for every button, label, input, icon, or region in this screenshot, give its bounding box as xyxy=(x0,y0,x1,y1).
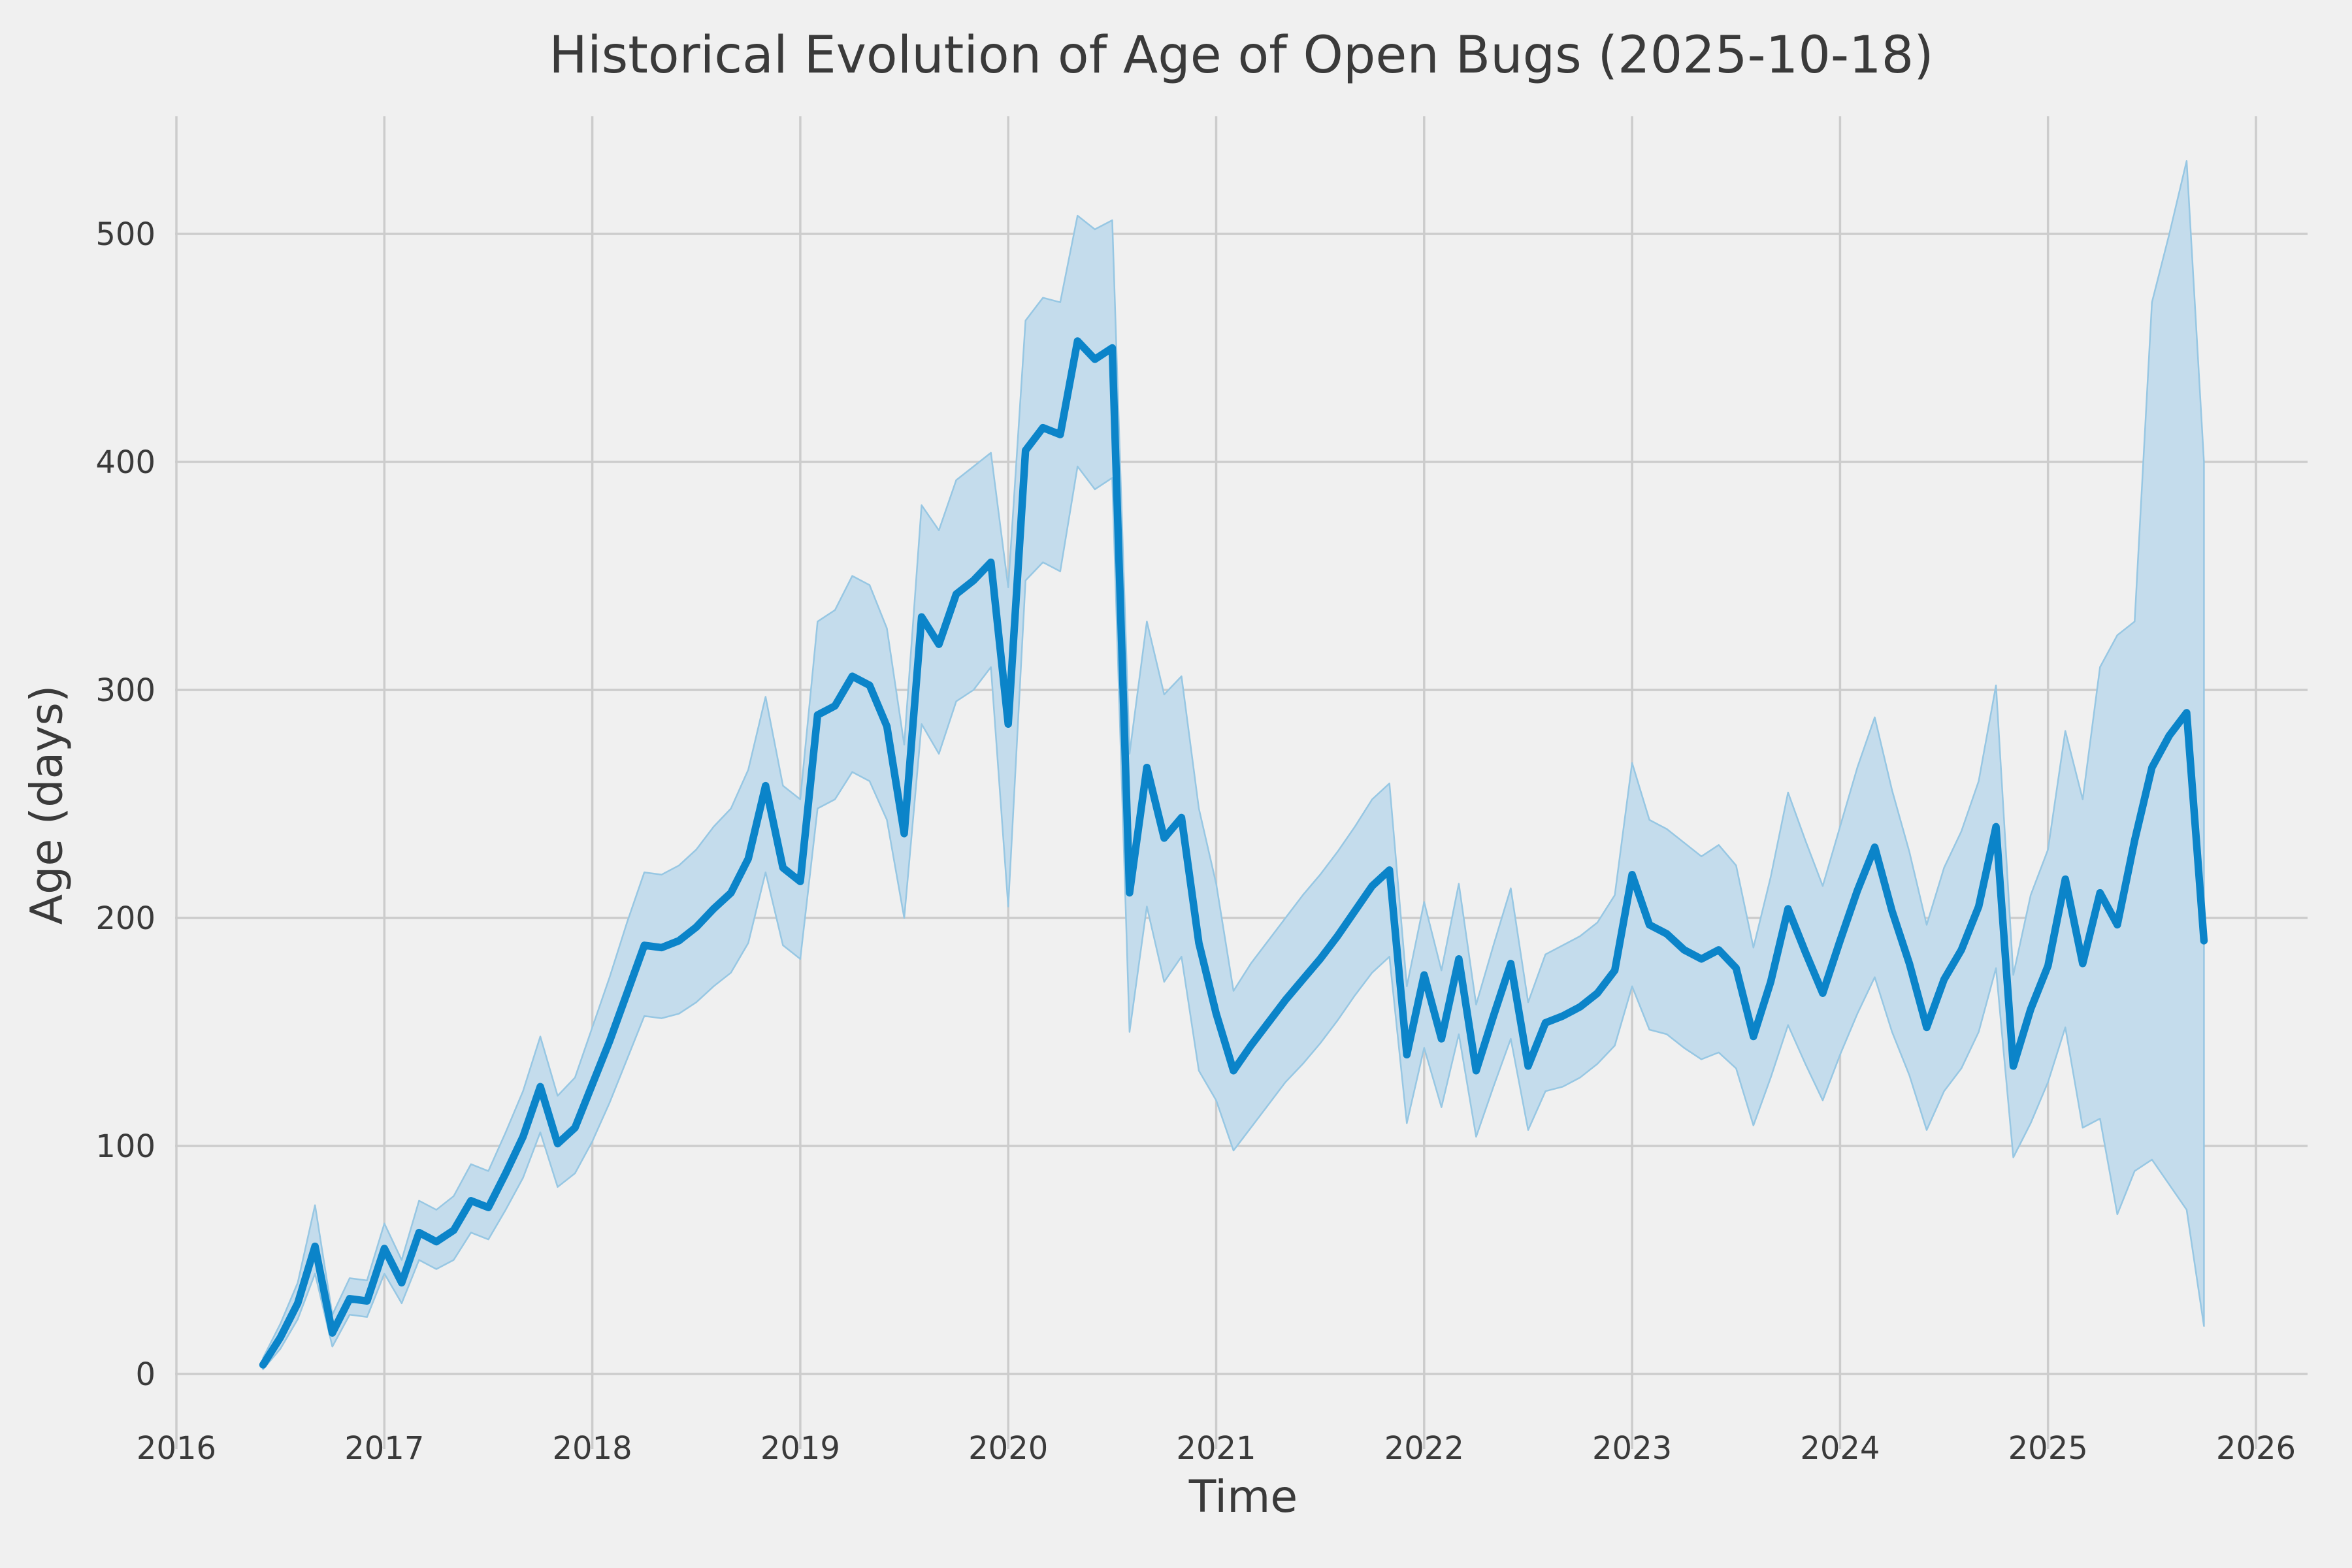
y-tick-label: 500 xyxy=(95,216,155,253)
x-tick-label: 2023 xyxy=(1592,1430,1672,1467)
mean-line xyxy=(259,337,2208,1369)
x-tick-label: 2021 xyxy=(1176,1430,1256,1467)
x-tick-label: 2024 xyxy=(1800,1430,1880,1467)
confidence-band xyxy=(262,160,2205,1371)
x-tick-label: 2020 xyxy=(968,1430,1048,1467)
x-tick-label: 2017 xyxy=(344,1430,424,1467)
y-tick-label: 300 xyxy=(95,672,155,709)
x-tick-label: 2016 xyxy=(137,1430,216,1467)
y-tick-label: 200 xyxy=(95,900,155,937)
x-axis-label: Time xyxy=(1188,1471,1298,1523)
x-tick-label: 2022 xyxy=(1384,1430,1464,1467)
y-tick-label: 400 xyxy=(95,444,155,481)
chart-title: Historical Evolution of Age of Open Bugs… xyxy=(549,26,1934,85)
x-tick-label: 2026 xyxy=(2216,1430,2296,1467)
y-tick-label: 100 xyxy=(95,1128,155,1165)
x-tick-label: 2019 xyxy=(760,1430,840,1467)
x-tick-label: 2025 xyxy=(2008,1430,2088,1467)
x-tick-label: 2018 xyxy=(553,1430,632,1467)
y-tick-label: 0 xyxy=(135,1356,155,1393)
y-axis-label: Age (days) xyxy=(21,685,73,925)
